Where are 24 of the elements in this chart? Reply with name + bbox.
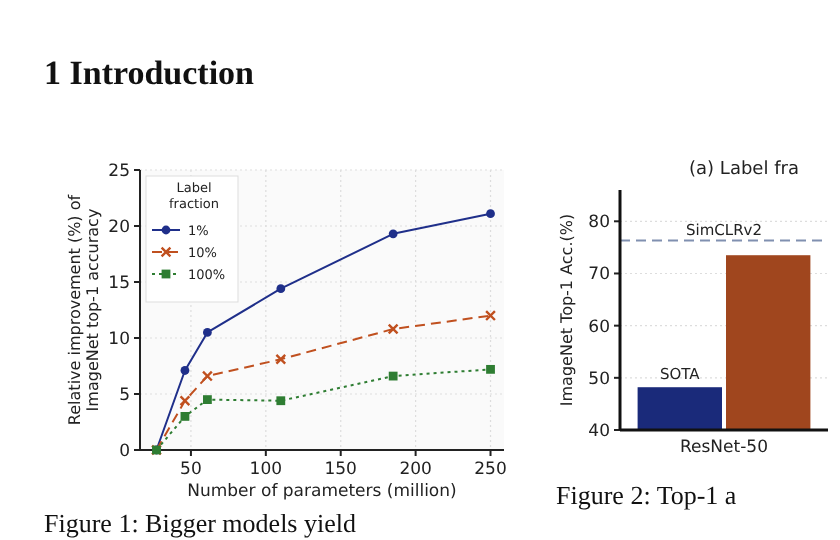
y-tick-label: 10 [108, 329, 130, 350]
text: 1 Introduction [44, 54, 256, 92]
caption: Figure 1: Bigger models yield [44, 508, 357, 538]
y-tick-label: 70 [588, 265, 610, 286]
chart-title: (a) Label fra [689, 160, 799, 180]
y-axis-title: Relative improvement (%) of ImageNet top-1 accuracy [66, 194, 102, 426]
x-tick-label: 100 [249, 460, 283, 480]
y-tick-label: 5 [119, 385, 130, 406]
x-tick-label: ResNet-50 [680, 438, 768, 458]
caption: Figure 2: Top-1 a [556, 480, 737, 510]
x-tick-label: 200 [399, 460, 432, 480]
y-tick-label: 15 [108, 273, 130, 294]
x-tick-label: 250 [474, 460, 507, 480]
y-tick-label: 25 [108, 161, 130, 182]
y-axis-title: ImageNet Top-1 Acc.(%) [558, 213, 576, 407]
x-tick-label: 50 [180, 460, 202, 480]
y-tick-label: 40 [588, 421, 610, 442]
y-tick-label: 60 [588, 317, 610, 338]
x-tick-label: 150 [324, 460, 357, 480]
y-tick-label: 0 [119, 441, 130, 462]
y-tick-label: 20 [108, 217, 130, 238]
y-tick-label: 50 [588, 369, 610, 390]
x-axis-title: Number of parameters (million) [187, 482, 457, 502]
y-tick-label: 80 [588, 213, 610, 234]
